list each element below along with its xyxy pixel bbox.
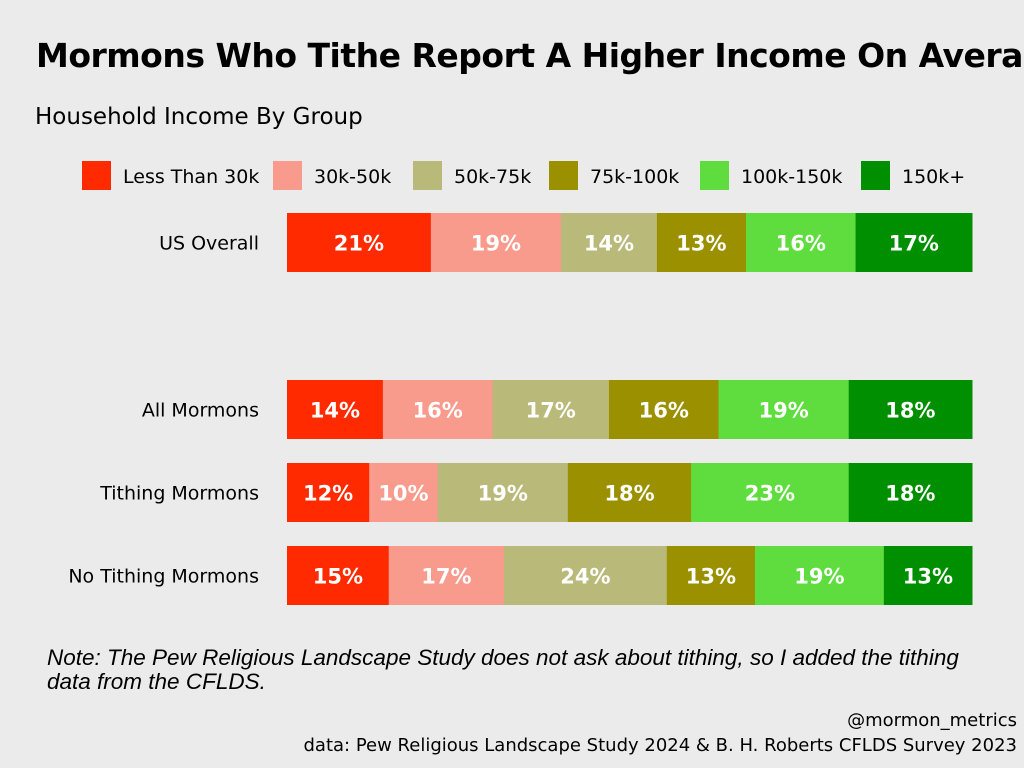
category-label: Tithing Mormons — [99, 483, 259, 505]
data-label: 16% — [776, 232, 826, 256]
legend-swatch — [861, 161, 890, 190]
bar-segment-150k — [883, 546, 973, 605]
legend-label: Less Than 30k — [123, 166, 259, 188]
legend-swatch — [700, 161, 729, 190]
bar-segment-50k-75k — [561, 213, 658, 272]
data-label: 16% — [413, 399, 463, 423]
bar-segment-50k-75k — [504, 546, 668, 605]
data-label: 12% — [303, 482, 353, 506]
bar-segment-less-than-30k — [287, 546, 390, 605]
data-label: 18% — [604, 482, 654, 506]
bar-segment-100k-150k — [691, 463, 850, 522]
data-label: 23% — [745, 482, 795, 506]
bar-segment-150k — [848, 463, 973, 522]
legend-swatch — [549, 161, 578, 190]
author-handle: @mormon_metrics — [847, 710, 1017, 731]
legend-item-75k-100k: 75k-100k — [549, 161, 679, 190]
data-label: 19% — [478, 482, 528, 506]
bar-segment-75k-100k — [656, 213, 747, 272]
bar-row-no-tithing-mormons: No Tithing Mormons 15% 17% 24% 13% 19% 13% — [68, 546, 973, 605]
data-source: data: Pew Religious Landscape Study 2024… — [303, 735, 1017, 756]
data-label: 15% — [313, 565, 363, 589]
bar-segment-100k-150k — [745, 213, 857, 272]
bar-segment-100k-150k — [754, 546, 885, 605]
data-label: 13% — [686, 565, 736, 589]
bar-segment-50k-75k — [437, 463, 569, 522]
bar-segment-150k — [855, 213, 973, 272]
data-label: 10% — [378, 482, 428, 506]
data-label: 13% — [903, 565, 953, 589]
legend-label: 75k-100k — [590, 166, 679, 188]
category-label: US Overall — [159, 233, 259, 255]
bar-segment-less-than-30k — [287, 213, 432, 272]
chart-legend: Less Than 30k 30k-50k 50k-75k 75k-100k 100k-… — [82, 161, 965, 190]
legend-item-30k-50k: 30k-50k — [273, 161, 391, 190]
legend-label: 150k+ — [902, 166, 965, 188]
legend-label: 50k-75k — [454, 166, 531, 188]
data-label: 13% — [676, 232, 726, 256]
category-label: All Mormons — [142, 400, 259, 422]
bar-segment-100k-150k — [718, 380, 850, 439]
data-label: 19% — [794, 565, 844, 589]
legend-swatch — [413, 161, 442, 190]
legend-item-50k-75k: 50k-75k — [413, 161, 531, 190]
bar-row-tithing-mormons: Tithing Mormons 12% 10% 19% 18% 23% 18% — [99, 463, 973, 522]
bar-segment-30k-50k — [388, 546, 505, 605]
legend-item-less-than-30k: Less Than 30k — [82, 161, 259, 190]
bar-segment-150k — [848, 380, 973, 439]
legend-item-150k: 150k+ — [861, 161, 965, 190]
data-label: 18% — [885, 482, 935, 506]
bar-segment-30k-50k — [430, 213, 562, 272]
category-label: No Tithing Mormons — [68, 566, 259, 588]
data-label: 18% — [885, 399, 935, 423]
chart-subtitle: Household Income By Group — [35, 104, 363, 130]
stacked-bar-chart: Less Than 30k 30k-50k 50k-75k 75k-100k 100k-… — [68, 161, 973, 605]
bar-segment-50k-75k — [492, 380, 610, 439]
bar-segment-less-than-30k — [287, 380, 384, 439]
footnote: Note: The Pew Religious Landscape Study … — [47, 645, 959, 694]
legend-item-100k-150k: 100k-150k — [700, 161, 842, 190]
data-label: 19% — [471, 232, 521, 256]
bar-segment-75k-100k — [666, 546, 756, 605]
data-label: 17% — [421, 565, 471, 589]
chart-title: Mormons Who Tithe Report A Higher Income… — [36, 36, 1024, 75]
bar-segment-30k-50k — [382, 380, 493, 439]
data-label: 14% — [584, 232, 634, 256]
legend-swatch — [82, 161, 111, 190]
bar-row-all-mormons: All Mormons 14% 16% 17% 16% 19% 18% — [142, 380, 973, 439]
bar-row-us-overall: US Overall 21% 19% 14% 13% 16% 17% — [159, 213, 973, 272]
legend-label: 30k-50k — [314, 166, 391, 188]
bar-segment-less-than-30k — [287, 463, 370, 522]
bar-segment-75k-100k — [608, 380, 720, 439]
data-label: 24% — [560, 565, 610, 589]
bar-segment-75k-100k — [567, 463, 692, 522]
data-label: 16% — [639, 399, 689, 423]
chart-bars: US Overall 21% 19% 14% 13% 16% 17% All Mormons 1… — [68, 213, 973, 605]
data-label: 19% — [758, 399, 808, 423]
legend-label: 100k-150k — [741, 166, 842, 188]
bar-segment-30k-50k — [369, 463, 439, 522]
legend-swatch — [273, 161, 302, 190]
data-label: 21% — [334, 232, 384, 256]
data-label: 14% — [310, 399, 360, 423]
data-label: 17% — [526, 399, 576, 423]
data-label: 17% — [889, 232, 939, 256]
